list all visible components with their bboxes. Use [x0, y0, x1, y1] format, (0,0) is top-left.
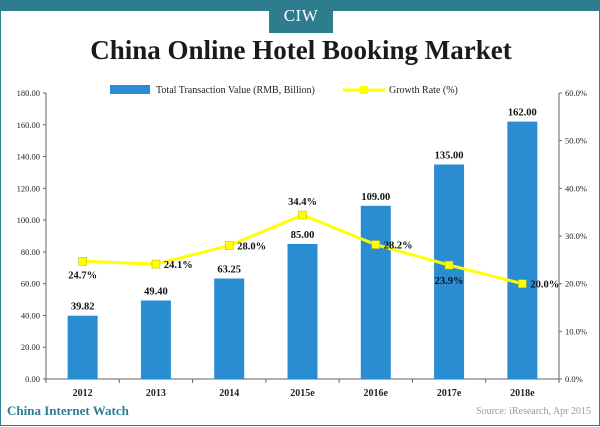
y-left-tick-label: 80.00 [21, 247, 40, 257]
y-right-tick-label: 40.0% [565, 183, 587, 193]
x-tick-label: 2016e [364, 388, 389, 399]
y-right-tick-label: 0.0% [565, 374, 583, 384]
y-right-tick-label: 10.0% [565, 326, 587, 336]
footer-source: Source: iResearch, Apr 2015 [476, 406, 591, 417]
growth-point [371, 240, 381, 249]
growth-line [78, 210, 527, 288]
x-tick-label: 2017e [437, 388, 462, 399]
y-left-tick-label: 140.00 [17, 152, 40, 162]
bar [507, 121, 538, 379]
legend-line-marker [360, 86, 368, 94]
y-right-tick-label: 50.0% [565, 136, 587, 146]
bars [67, 121, 538, 379]
y-left-tick-label: 0.00 [25, 374, 40, 384]
x-tick-label: 2014 [219, 388, 239, 399]
growth-point [224, 241, 234, 250]
bar [140, 300, 171, 379]
ciw-logo: CIW [269, 1, 333, 33]
growth-point [78, 257, 87, 266]
growth-value-label: 23.9% [435, 276, 464, 287]
legend-bar-label: Total Transaction Value (RMB, Billion) [156, 85, 315, 96]
y-right-tick-label: 20.0% [565, 279, 587, 289]
x-tick-label: 2015e [290, 388, 315, 399]
y-right-tick-label: 30.0% [565, 231, 587, 241]
growth-value-label: 24.7% [68, 270, 97, 281]
bar-value-label: 135.00 [435, 151, 464, 162]
growth-value-label: 20.0% [530, 280, 559, 291]
growth-point [298, 210, 307, 220]
growth-value-label: 34.4% [288, 197, 317, 208]
legend-line-label: Growth Rate (%) [389, 85, 458, 96]
bar-value-label: 109.00 [361, 192, 390, 203]
bar-value-label: 162.00 [508, 108, 537, 119]
x-tick-label: 2018e [510, 388, 535, 399]
growth-point [444, 260, 454, 270]
y-left-tick-label: 60.00 [21, 279, 40, 289]
y-left-tick-label: 100.00 [17, 215, 40, 225]
y-left-tick-label: 160.00 [17, 120, 40, 130]
bar-value-label: 39.82 [71, 302, 95, 313]
data-labels: 39.82 49.40 63.25 85.00 109.00 135.00 162.00 24… [68, 108, 559, 313]
y-left-tick-label: 20.00 [21, 342, 40, 352]
y-left-tick-label: 120.00 [17, 183, 40, 193]
bar [434, 164, 465, 379]
x-tick-label: 2012 [73, 388, 93, 399]
y-right-tick-label: 60.0% [565, 88, 587, 98]
x-tick-label: 2013 [146, 388, 166, 399]
bar [67, 315, 98, 379]
legend-bar-swatch [110, 85, 150, 94]
bar [287, 243, 318, 379]
bar-value-label: 49.40 [144, 287, 168, 298]
y-left-tick-label: 180.00 [17, 88, 40, 98]
bar-value-label: 63.25 [217, 265, 241, 276]
axes: 0.00 20.00 40.00 60.00 80.00 100.00 120.00 140.… [17, 88, 587, 399]
chart-title: China Online Hotel Booking Market [90, 35, 512, 65]
growth-value-label: 28.0% [237, 242, 266, 253]
growth-point [151, 259, 161, 269]
y-left-tick-label: 40.00 [21, 310, 40, 320]
growth-point [518, 279, 527, 288]
growth-value-label: 28.2% [384, 241, 413, 252]
legend: Total Transaction Value (RMB, Billion) G… [110, 85, 458, 96]
growth-value-label: 24.1% [164, 260, 193, 271]
bar [214, 278, 245, 379]
footer-org: China Internet Watch [7, 403, 129, 418]
bar [360, 205, 391, 379]
bar-value-label: 85.00 [291, 230, 315, 241]
